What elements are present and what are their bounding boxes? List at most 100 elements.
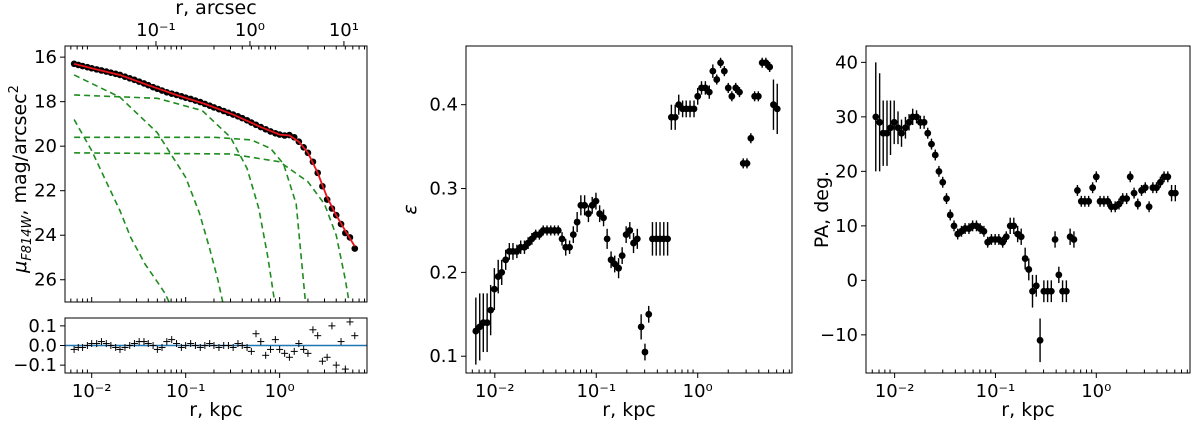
data-point xyxy=(1002,233,1010,241)
data-point xyxy=(603,235,611,243)
data-point xyxy=(581,201,589,209)
observed-point xyxy=(351,245,359,252)
data-point xyxy=(1141,184,1149,192)
data-point xyxy=(999,238,1007,246)
residual-marker xyxy=(191,342,199,349)
ellipticity-frame xyxy=(465,45,793,374)
data-point xyxy=(637,323,645,331)
residual-marker xyxy=(116,345,124,353)
data-point xyxy=(664,235,672,243)
data-point xyxy=(483,319,491,327)
y-tick-label: 0.1 xyxy=(28,316,57,337)
residual-marker xyxy=(144,340,152,348)
y-tick-label: −0.1 xyxy=(13,355,57,376)
data-point xyxy=(1025,266,1033,273)
data-point xyxy=(1047,287,1055,295)
data-point xyxy=(1062,287,1070,295)
top-tick-label: 10⁰ xyxy=(235,20,265,41)
top-tick-label: 10¹ xyxy=(329,20,359,41)
data-point xyxy=(498,268,506,276)
ellipticity-panel: 0.1 0.2 0.3 0.4 10⁻² 10⁻¹ 10⁰ r, kpc ε xyxy=(399,45,793,421)
data-point xyxy=(554,227,562,234)
data-point xyxy=(928,140,935,148)
data-point xyxy=(690,105,698,113)
data-point xyxy=(1115,200,1123,208)
residual-marker xyxy=(328,322,336,330)
residual-marker xyxy=(262,351,270,359)
data-point xyxy=(736,88,743,96)
data-point xyxy=(1126,173,1134,181)
residual-marker xyxy=(229,343,237,351)
data-point xyxy=(747,134,755,142)
data-point xyxy=(950,222,958,230)
data-point xyxy=(573,218,581,226)
data-point xyxy=(671,113,679,121)
residual-marker xyxy=(177,343,185,351)
y-tick-label: 10 xyxy=(835,216,858,237)
residual-marker xyxy=(168,336,176,344)
y-tick-label: 0.4 xyxy=(429,95,458,116)
residual-marker xyxy=(234,340,242,348)
data-point xyxy=(1123,195,1131,203)
residual-marker xyxy=(70,345,78,353)
data-point xyxy=(615,264,622,272)
y-tick-label: −10 xyxy=(820,325,858,346)
residual-marker xyxy=(304,349,312,357)
y-tick-label: 0.0 xyxy=(28,336,57,357)
data-point xyxy=(1171,189,1179,197)
residual-marker xyxy=(126,342,134,349)
position-angle-y-axis-label: PA, deg. xyxy=(811,171,833,248)
y-tick-label: 0.1 xyxy=(429,346,458,367)
ylabel-mu: μ xyxy=(9,261,31,274)
x-tick-label: 10⁰ xyxy=(683,381,713,402)
residual-marker xyxy=(83,342,91,349)
y-tick-label: 30 xyxy=(835,107,858,128)
residual-marker xyxy=(247,347,255,355)
data-point xyxy=(1089,184,1097,192)
data-point xyxy=(1156,178,1164,186)
model-curve xyxy=(73,62,356,247)
residual-marker xyxy=(224,342,232,349)
ylabel-band: F814W xyxy=(20,214,35,260)
data-point xyxy=(1130,189,1138,197)
residual-marker xyxy=(206,340,214,348)
x-tick-label: 10⁻¹ xyxy=(976,381,1016,402)
y-tick-label: 40 xyxy=(835,52,858,73)
component-curve-1 xyxy=(73,119,170,302)
ellipticity-plot-area xyxy=(472,57,781,365)
residual-marker xyxy=(276,345,284,353)
data-point xyxy=(902,124,909,132)
residual-marker xyxy=(215,343,223,351)
residual-marker xyxy=(112,343,120,351)
residual-marker xyxy=(285,353,293,361)
component-curve-5 xyxy=(74,152,350,302)
residual-marker xyxy=(257,338,265,346)
data-point xyxy=(1070,236,1078,243)
data-point xyxy=(618,252,626,260)
x-tick-label: 10⁻² xyxy=(475,381,515,402)
residual-marker xyxy=(158,343,166,351)
data-point xyxy=(883,129,891,137)
residual-marker xyxy=(337,338,345,346)
component-curve-3 xyxy=(74,94,276,302)
data-point xyxy=(633,235,641,243)
res-plot-area xyxy=(65,318,367,373)
residual-marker xyxy=(243,343,251,351)
data-point xyxy=(490,285,498,293)
position-angle-frame xyxy=(865,45,1191,374)
data-point xyxy=(931,151,939,159)
data-point xyxy=(585,210,592,218)
y-tick-label: 18 xyxy=(34,92,57,113)
data-point xyxy=(502,256,510,264)
data-point xyxy=(946,211,954,219)
ylabel-power: 2 xyxy=(7,85,22,93)
data-point xyxy=(1029,287,1036,295)
y-tick-label: 0.2 xyxy=(429,262,458,283)
data-point xyxy=(887,124,894,132)
residual-marker xyxy=(102,340,110,348)
y-tick-label: 24 xyxy=(34,225,57,246)
x-tick-label: 10⁻² xyxy=(72,381,112,402)
residual-marker xyxy=(182,342,190,349)
residuals-panel: 0.10.0−0.1 10⁻² 10⁻¹ 10⁰ r, kpc xyxy=(13,316,368,421)
